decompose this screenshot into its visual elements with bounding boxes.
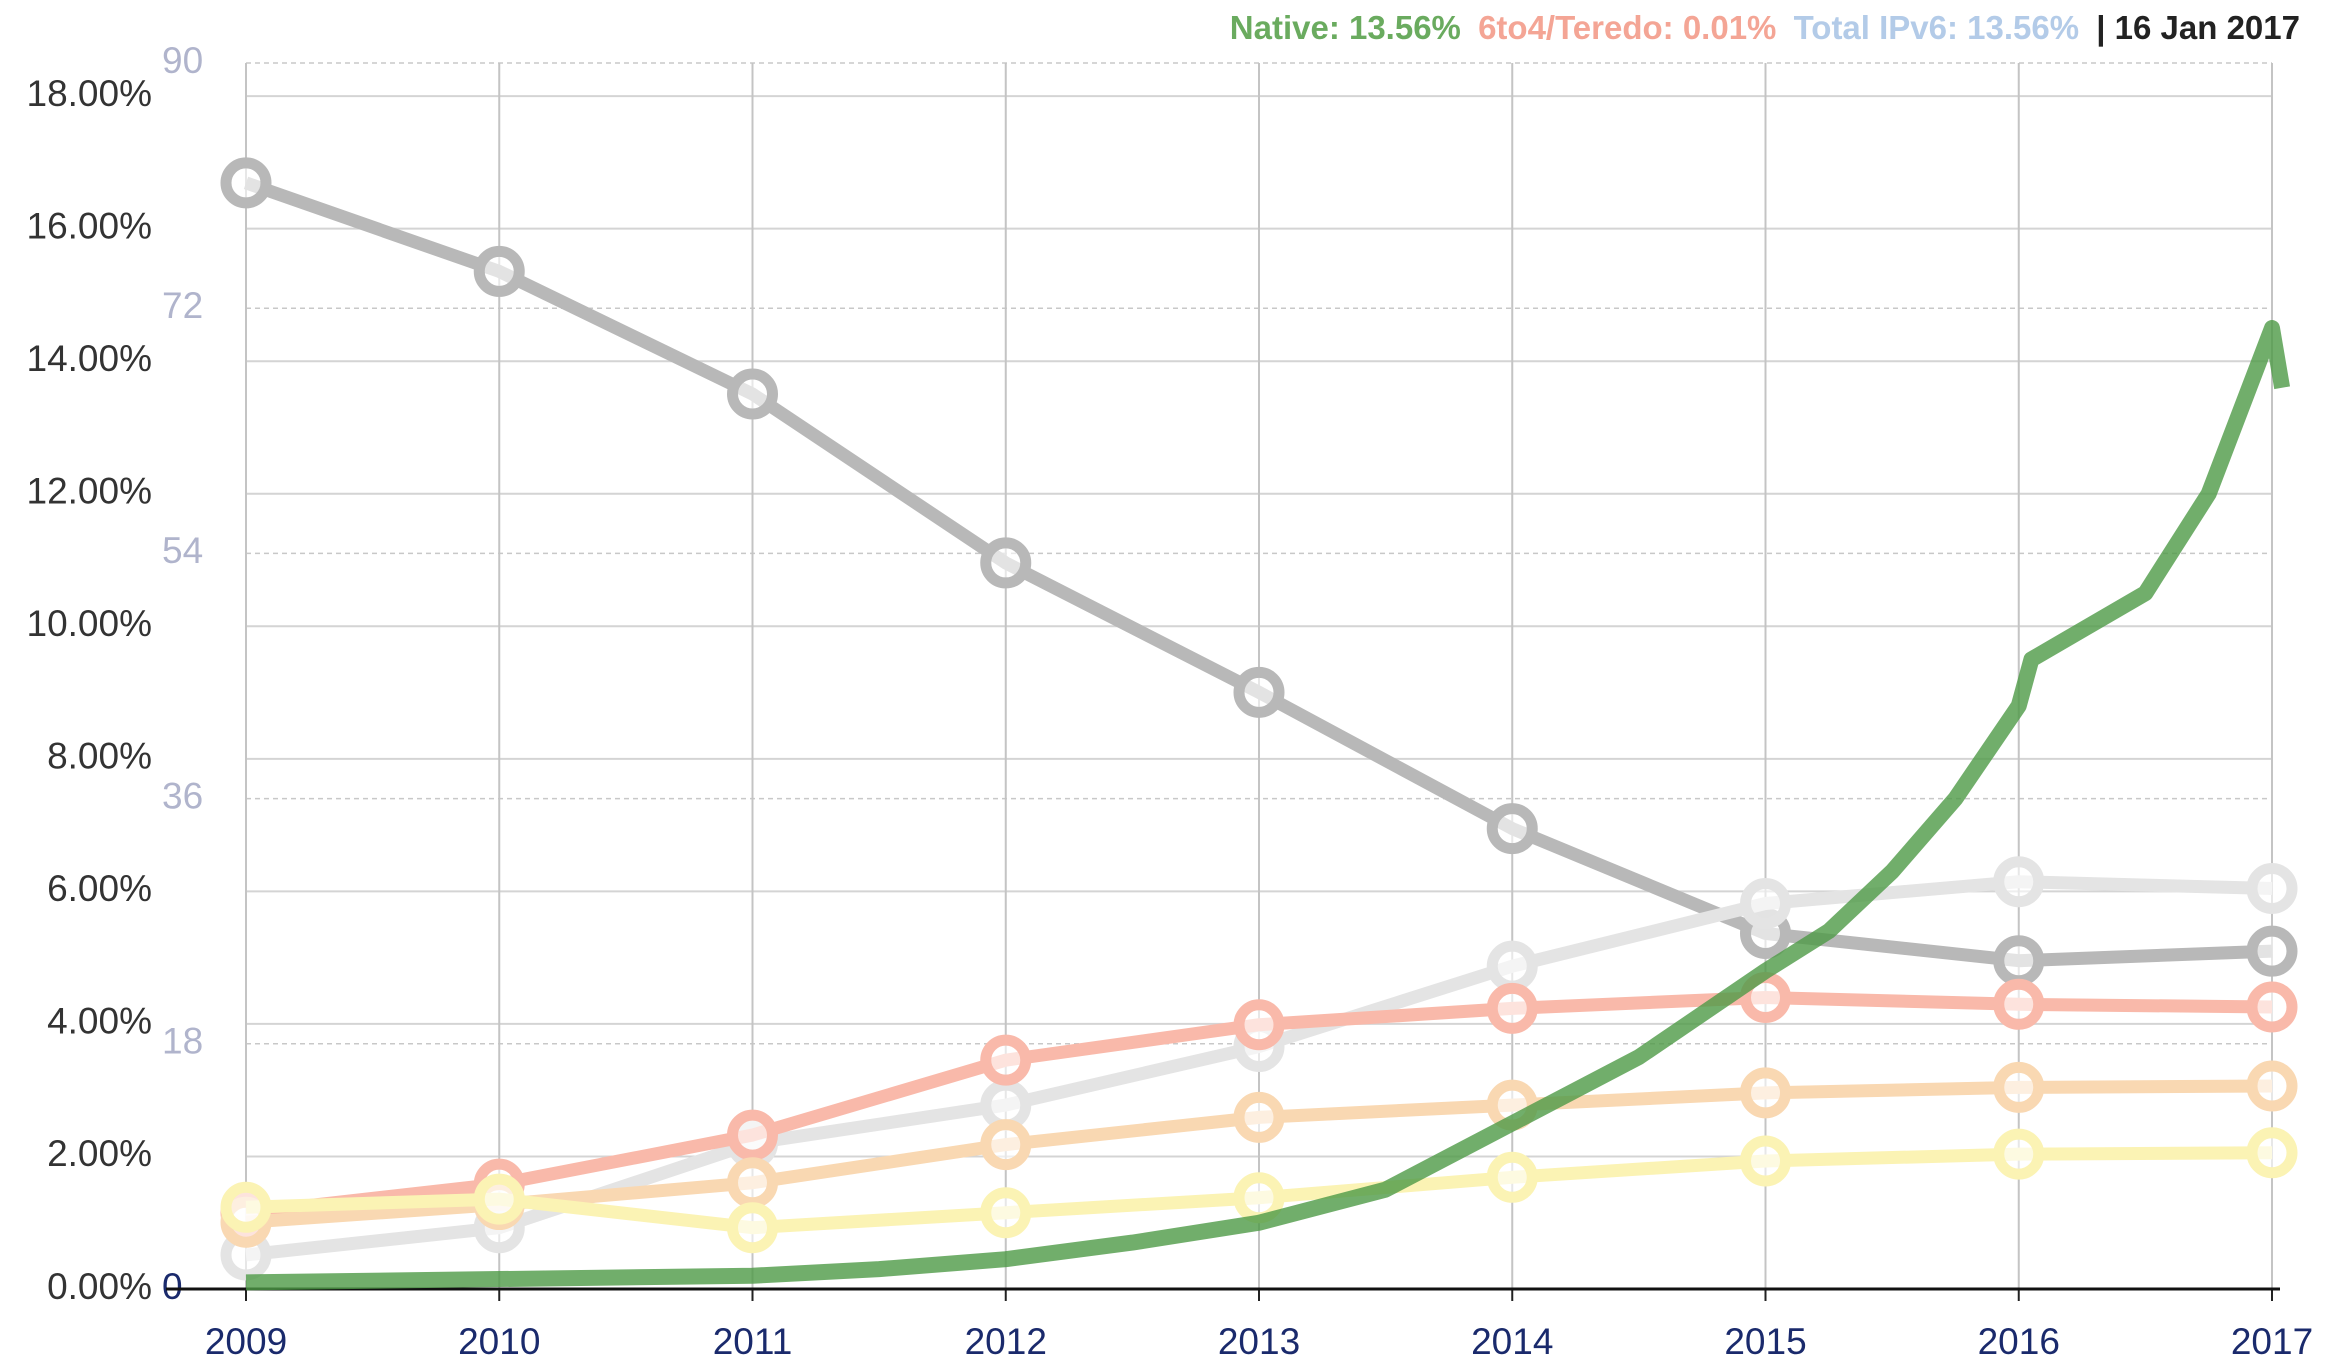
y-tick-label: 0.00% — [47, 1266, 152, 1307]
point-marker — [1233, 1091, 1285, 1143]
header: Native: 13.56% 6to4/Teredo: 0.01% Total … — [1230, 9, 2300, 46]
y-tick-label: 12.00% — [27, 471, 153, 512]
y-tick-label: 10.00% — [27, 603, 153, 644]
y-tick-label: 8.00% — [47, 736, 152, 777]
point-marker — [1486, 1151, 1538, 1203]
point-marker — [1740, 1067, 1791, 1119]
y2-tick-label: 0 — [162, 1266, 183, 1307]
point-marker — [980, 1119, 1032, 1171]
point-marker — [1740, 1135, 1791, 1187]
point-marker — [727, 368, 778, 420]
point-marker — [2246, 863, 2298, 915]
point-marker — [1993, 856, 2045, 908]
point-marker — [1486, 982, 1538, 1034]
y2-tick-label: 36 — [162, 775, 203, 816]
header-teredo: 6to4/Teredo: 0.01% — [1478, 9, 1776, 46]
point-marker — [727, 1109, 778, 1161]
point-marker — [473, 1173, 525, 1225]
x-tick-label: 2009 — [205, 1321, 287, 1360]
point-marker — [220, 1181, 272, 1233]
point-marker — [980, 1187, 1032, 1239]
point-marker — [2246, 925, 2298, 977]
point-marker — [1233, 666, 1285, 718]
y-tick-label: 14.00% — [27, 338, 153, 379]
point-marker — [1993, 1128, 2045, 1180]
x-tick-label: 2011 — [713, 1321, 793, 1360]
y2-tick-label: 72 — [162, 285, 203, 326]
x-tick-label: 2016 — [1978, 1321, 2060, 1360]
point-marker — [1740, 877, 1791, 929]
point-marker — [220, 157, 272, 209]
point-marker — [727, 1157, 778, 1209]
point-marker — [1233, 999, 1285, 1051]
point-marker — [2246, 1127, 2298, 1179]
x-tick-label: 2015 — [1724, 1321, 1806, 1360]
native-line — [245, 320, 2291, 1291]
header-date: | 16 Jan 2017 — [2096, 9, 2300, 46]
y-tick-label: 16.00% — [27, 205, 153, 246]
point-marker — [473, 245, 525, 297]
y2-tick-label: 90 — [162, 40, 203, 81]
point-marker — [2246, 981, 2298, 1033]
point-marker — [1486, 803, 1538, 855]
y2-tick-label: 54 — [162, 530, 203, 571]
x-tick-label: 2010 — [458, 1321, 540, 1360]
y2-tick-label: 18 — [162, 1021, 203, 1062]
point-marker — [1993, 978, 2045, 1030]
y-tick-label: 4.00% — [47, 1001, 152, 1042]
x-tick-label: 2013 — [1218, 1321, 1300, 1360]
point-marker — [1993, 1061, 2045, 1113]
point-marker — [2246, 1060, 2298, 1112]
x-tick-label: 2017 — [2231, 1321, 2313, 1360]
point-marker — [1486, 940, 1538, 992]
header-native: Native: 13.56% — [1230, 9, 1461, 46]
point-marker — [727, 1202, 778, 1254]
y-tick-label: 6.00% — [47, 868, 152, 909]
point-marker — [1993, 935, 2045, 987]
point-marker — [980, 1079, 1032, 1131]
x-tick-label: 2014 — [1471, 1321, 1553, 1360]
header-total: Total IPv6: 13.56% — [1794, 9, 2080, 46]
x-tick-label: 2012 — [965, 1321, 1047, 1360]
y-tick-label: 2.00% — [47, 1133, 152, 1174]
point-marker — [980, 1034, 1032, 1086]
point-marker — [980, 537, 1032, 589]
y-tick-label: 18.00% — [27, 73, 153, 114]
